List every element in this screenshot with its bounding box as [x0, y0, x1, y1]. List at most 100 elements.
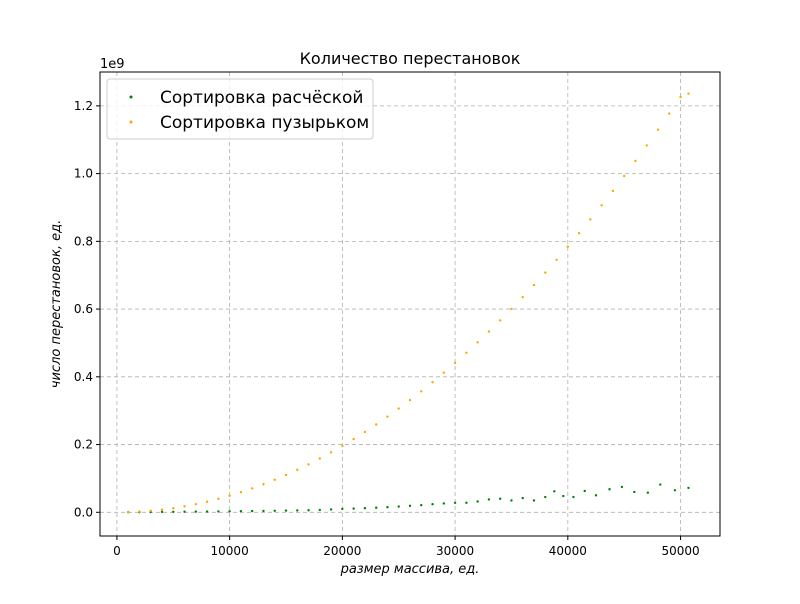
- comb-sort-point: [498, 497, 502, 500]
- comb-sort-point: [553, 490, 556, 493]
- y-offset-label: 1e9: [100, 57, 125, 72]
- y-axis-label: число перестановок, ед.: [49, 220, 64, 388]
- bubble-sort-point: [318, 457, 322, 460]
- comb-sort-point: [687, 486, 690, 490]
- comb-sort-point: [341, 507, 344, 511]
- comb-sort-point: [532, 499, 536, 502]
- y-tick-label: 1.2: [74, 99, 93, 113]
- bubble-sort-point: [160, 508, 164, 511]
- bubble-sort-point: [668, 112, 671, 115]
- comb-sort-point: [476, 500, 479, 503]
- comb-sort-point: [659, 483, 662, 486]
- comb-sort-point: [465, 501, 468, 505]
- y-tick-label: 0.6: [74, 302, 93, 316]
- bubble-sort-point: [183, 505, 186, 508]
- bubble-sort-point: [544, 271, 547, 274]
- y-tick-label: 1.0: [74, 167, 93, 181]
- bubble-sort-point: [341, 444, 344, 448]
- comb-sort-point: [228, 510, 231, 513]
- x-tick-label: 50000: [661, 544, 699, 558]
- bubble-sort-point: [498, 319, 502, 322]
- bubble-sort-point: [296, 468, 299, 472]
- bubble-sort-point: [194, 502, 198, 506]
- bubble-sort-point: [487, 330, 491, 333]
- bubble-sort-point: [205, 500, 209, 503]
- bubble-sort-point: [656, 128, 660, 131]
- bubble-sort-point: [126, 510, 130, 514]
- comb-sort-point: [620, 485, 624, 489]
- x-tick-label: 30000: [436, 544, 474, 558]
- data-points: [126, 92, 690, 514]
- comb-sort-point: [273, 509, 276, 512]
- comb-sort-point: [262, 509, 265, 513]
- bubble-sort-point: [228, 494, 231, 497]
- bubble-sort-point: [589, 218, 592, 221]
- bubble-sort-point: [262, 483, 265, 486]
- bubble-sort-point: [521, 295, 524, 299]
- bubble-sort-point: [476, 341, 479, 344]
- bubble-sort-point: [374, 423, 378, 426]
- axis-ticks: 0 10000 20000 30000 40000 50000 0.0 0.2 0.4 0.6 0.…: [74, 99, 700, 558]
- legend-marker-bubble-sort: [129, 120, 133, 124]
- bubble-sort-point: [250, 487, 254, 490]
- bubble-sort-point: [577, 232, 581, 235]
- legend: Сортировка расчёской Сортировка пузырько…: [106, 78, 374, 140]
- bubble-sort-point: [239, 491, 243, 494]
- legend-label-bubble-sort: Сортировка пузырьком: [160, 113, 369, 133]
- bubble-sort-point: [420, 390, 423, 393]
- bubble-sort-point: [307, 463, 310, 466]
- bubble-sort-point: [645, 144, 648, 147]
- bubble-sort-point: [149, 509, 152, 513]
- bubble-sort-point: [442, 371, 446, 374]
- comb-sort-point: [296, 509, 299, 512]
- comb-sort-point: [307, 509, 310, 512]
- bubble-sort-point: [386, 415, 389, 418]
- comb-sort-point: [544, 495, 547, 499]
- comb-sort-point: [510, 499, 513, 502]
- comb-sort-point: [284, 509, 288, 512]
- comb-sort-point: [633, 490, 636, 494]
- y-tick-label: 0.0: [74, 505, 93, 519]
- bubble-sort-point: [273, 478, 276, 481]
- bubble-sort-point: [532, 283, 536, 287]
- comb-sort-point: [442, 502, 446, 505]
- y-tick-label: 0.8: [74, 234, 93, 248]
- comb-sort-point: [183, 510, 186, 513]
- comb-sort-point: [608, 488, 611, 491]
- bubble-sort-point: [634, 159, 637, 163]
- legend-label-comb-sort: Сортировка расчёской: [160, 88, 363, 108]
- comb-sort-point: [160, 510, 164, 514]
- legend-box: [106, 78, 374, 140]
- comb-sort-point: [194, 510, 198, 513]
- bubble-sort-point: [431, 380, 434, 384]
- chart-title: Количество перестановок: [300, 49, 521, 68]
- comb-sort-point: [431, 502, 434, 506]
- comb-sort-point: [172, 510, 175, 514]
- comb-sort-point: [205, 510, 209, 513]
- comb-sort-point: [239, 509, 243, 513]
- x-tick-label: 10000: [211, 544, 249, 558]
- bubble-sort-point: [622, 174, 626, 178]
- x-axis-label: размер массива, ед.: [340, 562, 480, 577]
- bubble-sort-point: [408, 398, 412, 402]
- comb-sort-point: [453, 501, 457, 505]
- comb-sort-point: [646, 491, 650, 494]
- bubble-sort-point: [329, 451, 333, 454]
- comb-sort-point: [397, 505, 400, 508]
- y-tick-label: 0.2: [74, 438, 93, 452]
- bubble-sort-point: [453, 361, 457, 365]
- bubble-sort-point: [217, 497, 220, 501]
- x-tick-label: 20000: [323, 544, 361, 558]
- x-tick-label: 0: [113, 544, 121, 558]
- comb-sort-point: [562, 494, 565, 498]
- bubble-sort-point: [397, 407, 400, 410]
- bubble-sort-point: [352, 437, 355, 441]
- comb-sort-point: [374, 506, 378, 509]
- comb-sort-point: [386, 506, 389, 509]
- x-tick-label: 40000: [549, 544, 587, 558]
- bubble-sort-point: [611, 189, 615, 193]
- comb-sort-point: [594, 494, 598, 497]
- comb-sort-point: [420, 503, 423, 507]
- bubble-sort-point: [172, 506, 175, 510]
